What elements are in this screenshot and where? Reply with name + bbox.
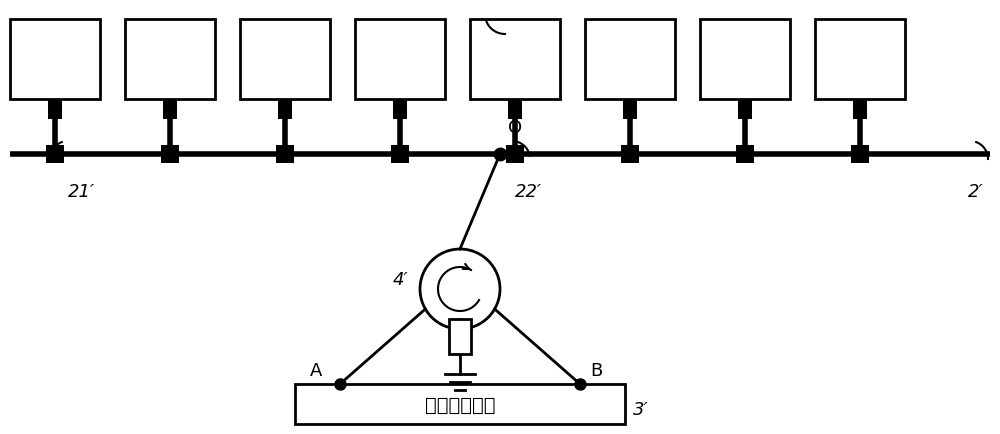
Bar	[470, 20, 560, 100]
Bar	[295, 384, 625, 424]
Text: 2′: 2′	[968, 183, 984, 201]
Bar	[449, 319, 471, 354]
Bar	[391, 146, 409, 164]
Text: 3′: 3′	[633, 400, 649, 418]
Bar	[815, 20, 905, 100]
Bar	[853, 100, 867, 120]
Bar	[161, 146, 179, 164]
Bar	[700, 20, 790, 100]
Bar	[278, 100, 292, 120]
Bar	[851, 146, 869, 164]
Bar	[623, 100, 637, 120]
Text: A: A	[310, 361, 322, 379]
Text: 21′: 21′	[68, 183, 95, 201]
Bar	[355, 20, 445, 100]
Text: 射频前端电路: 射频前端电路	[425, 395, 495, 414]
Bar	[48, 100, 62, 120]
Bar	[506, 146, 524, 164]
Bar	[10, 20, 100, 100]
Bar	[393, 100, 407, 120]
Bar	[125, 20, 215, 100]
Bar	[736, 146, 754, 164]
Bar	[585, 20, 675, 100]
Bar	[240, 20, 330, 100]
Bar	[46, 146, 64, 164]
Bar	[738, 100, 752, 120]
Bar	[163, 100, 177, 120]
Text: 22′: 22′	[515, 183, 542, 201]
Text: O: O	[508, 119, 522, 137]
Bar	[621, 146, 639, 164]
Text: 4′: 4′	[392, 270, 408, 288]
Text: B: B	[590, 361, 602, 379]
Bar	[276, 146, 294, 164]
Bar	[508, 100, 522, 120]
